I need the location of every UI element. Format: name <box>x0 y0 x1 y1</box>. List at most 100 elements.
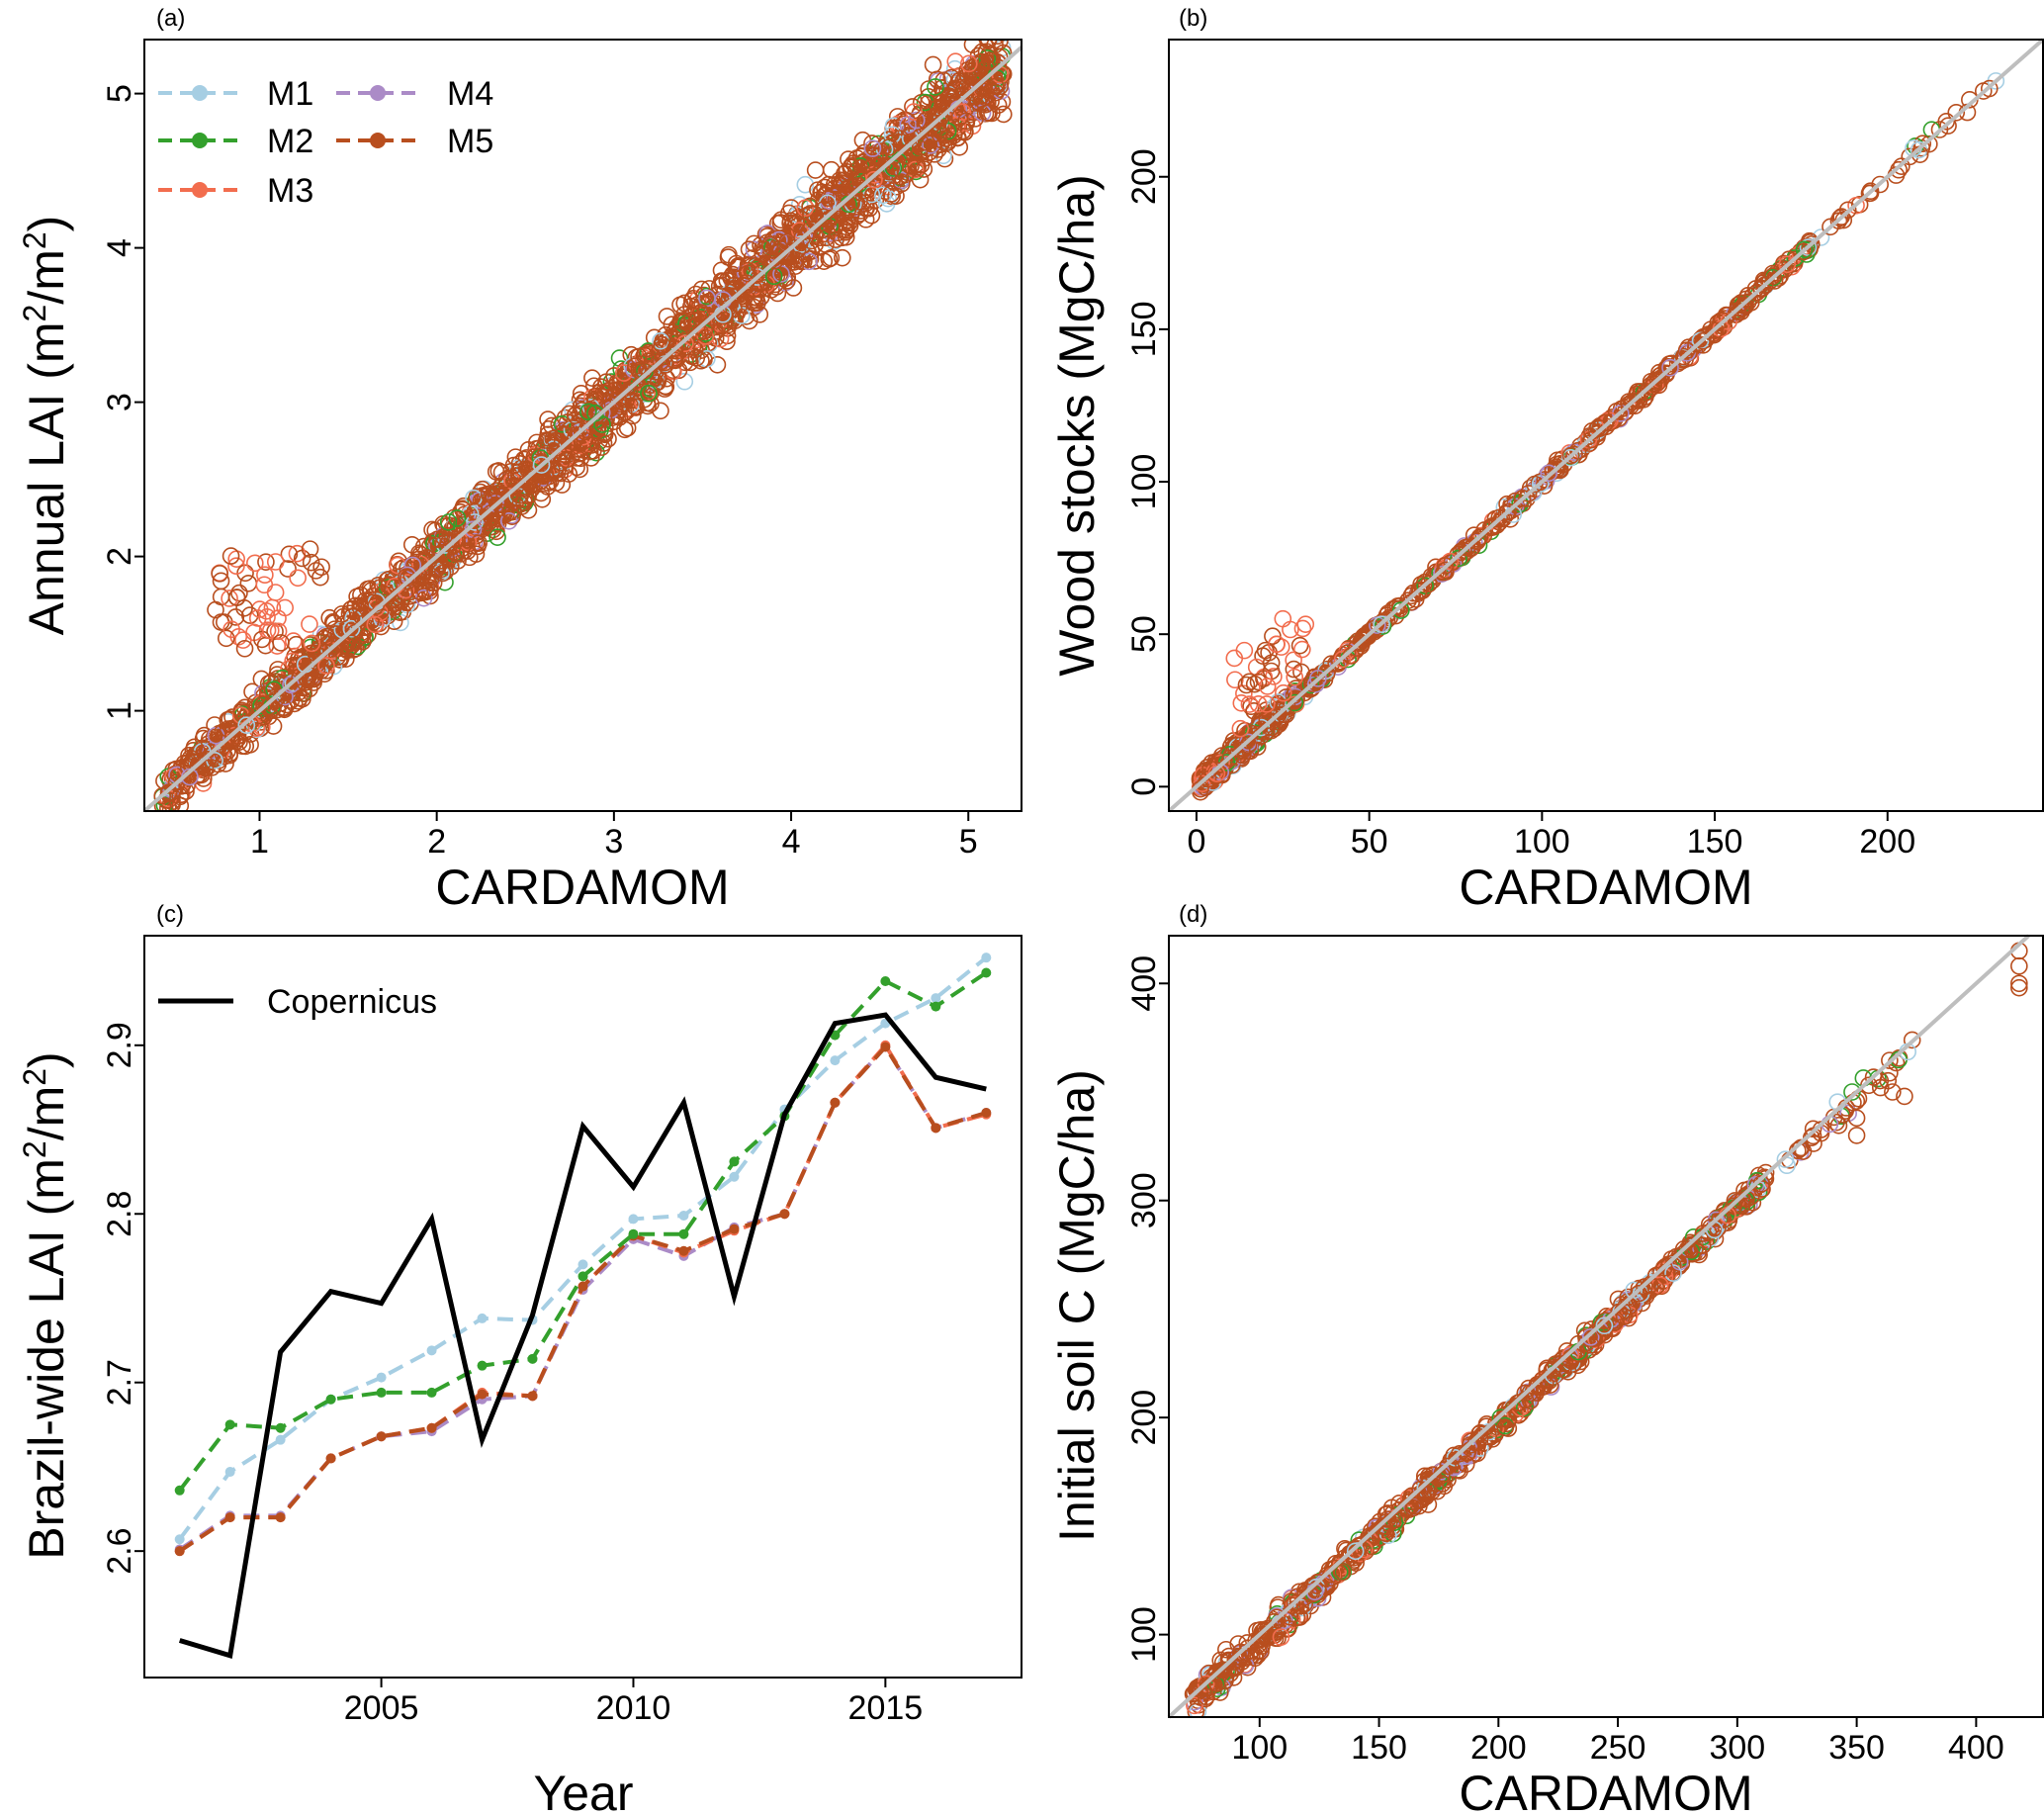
scatter-point <box>1881 1051 1899 1069</box>
scatter-point <box>1871 175 1889 194</box>
scatter-point <box>1285 660 1303 679</box>
scatter-point <box>676 334 694 353</box>
scatter-point <box>489 528 506 546</box>
scatter-point <box>301 540 319 558</box>
scatter-point <box>497 470 516 489</box>
scatter-point <box>1596 413 1615 432</box>
scatter-point <box>880 137 899 156</box>
panel-c-ytick: 2.9 <box>101 1022 138 1068</box>
scatter-point <box>171 796 190 811</box>
scatter-point <box>235 639 254 658</box>
scatter-point <box>1272 1628 1290 1646</box>
scatter-point <box>1333 1563 1352 1582</box>
series-line-m1 <box>178 955 988 1541</box>
scatter-point <box>1661 358 1679 377</box>
scatter-point <box>1237 676 1256 694</box>
scatter-point <box>874 186 892 205</box>
scatter-point <box>428 530 446 549</box>
series-point-m5 <box>174 1546 185 1557</box>
scatter-point <box>2010 956 2028 975</box>
scatter-point <box>1561 446 1580 465</box>
scatter-point <box>503 507 521 525</box>
scatter-point <box>1239 736 1258 755</box>
panel-d-xtick: 250 <box>1590 1729 1646 1767</box>
scatter-point <box>1470 1424 1488 1443</box>
panel-a-xtick: 4 <box>782 823 801 861</box>
panel-d-ytick: 200 <box>1125 1390 1163 1446</box>
panel-a-ytick: 5 <box>101 84 138 103</box>
scatter-point <box>693 295 711 313</box>
legend-marker-m5 <box>370 133 386 148</box>
scatter-point <box>639 397 657 415</box>
scatter-point <box>801 205 820 223</box>
scatter-point <box>235 599 253 617</box>
series-point-m5 <box>729 1224 740 1234</box>
scatter-point <box>583 369 601 387</box>
scatter-point <box>963 83 982 102</box>
scatter-point <box>911 138 930 156</box>
scatter-point <box>1262 654 1281 673</box>
scatter-point <box>863 156 882 175</box>
scatter-point <box>448 530 466 548</box>
scatter-point <box>987 77 1005 96</box>
scatter-point <box>1520 1379 1538 1398</box>
panel-a-ytick: 4 <box>101 238 138 257</box>
series-point-m5 <box>376 1431 387 1442</box>
scatter-point <box>1232 694 1251 712</box>
scatter-point <box>748 289 765 307</box>
panel-a-xlabel: CARDAMOM <box>435 860 729 915</box>
scatter-point <box>1890 160 1908 179</box>
scatter-point <box>950 137 969 156</box>
scatter-point <box>1737 1197 1756 1216</box>
scatter-point <box>1231 1643 1250 1662</box>
series-point-m5 <box>981 1107 992 1118</box>
scatter-point <box>635 346 654 365</box>
scatter-point <box>1439 1457 1457 1476</box>
series-point-m2 <box>931 1001 941 1012</box>
scatter-point <box>1346 1542 1365 1561</box>
scatter-point <box>1420 1475 1439 1494</box>
scatter-point <box>249 706 268 725</box>
scatter-point <box>615 420 634 439</box>
scatter-point <box>324 637 342 656</box>
scatter-point <box>1197 1687 1215 1706</box>
scatter-point <box>1347 1554 1365 1572</box>
scatter-point <box>926 145 943 163</box>
scatter-point <box>533 491 552 508</box>
series-point-m1 <box>477 1313 488 1323</box>
scatter-point <box>266 690 285 709</box>
scatter-point <box>667 339 684 358</box>
scatter-point <box>280 545 299 564</box>
legend-label-m2: M2 <box>267 123 313 160</box>
scatter-point <box>185 738 204 757</box>
scatter-point <box>1674 1240 1693 1258</box>
scatter-point <box>221 590 238 607</box>
scatter-point <box>927 78 944 96</box>
panel-c-xtick: 2015 <box>848 1689 924 1727</box>
scatter-point <box>1450 549 1467 568</box>
scatter-point <box>609 391 627 409</box>
panel-c-ytick: 2.6 <box>101 1528 138 1575</box>
scatter-point <box>879 189 897 208</box>
series-line-m2 <box>178 970 988 1493</box>
scatter-point <box>268 637 287 655</box>
scatter-point <box>735 277 754 295</box>
scatter-point <box>1664 1264 1682 1282</box>
scatter-point <box>837 187 855 205</box>
scatter-point <box>1733 299 1752 318</box>
scatter-point <box>1275 683 1292 702</box>
scatter-point <box>942 68 961 87</box>
series-point-m5 <box>224 1512 235 1523</box>
scatter-point <box>500 511 518 530</box>
series-point-m1 <box>275 1434 286 1445</box>
scatter-point <box>1231 719 1250 738</box>
scatter-point <box>793 228 811 247</box>
scatter-point <box>1187 1702 1205 1717</box>
scatter-point <box>257 553 275 571</box>
panel-b-ytick: 200 <box>1125 148 1163 205</box>
scatter-point <box>1235 684 1253 703</box>
scatter-point <box>467 545 486 563</box>
scatter-point <box>1508 1394 1527 1412</box>
scatter-point <box>610 409 629 426</box>
scatter-point <box>725 268 743 286</box>
